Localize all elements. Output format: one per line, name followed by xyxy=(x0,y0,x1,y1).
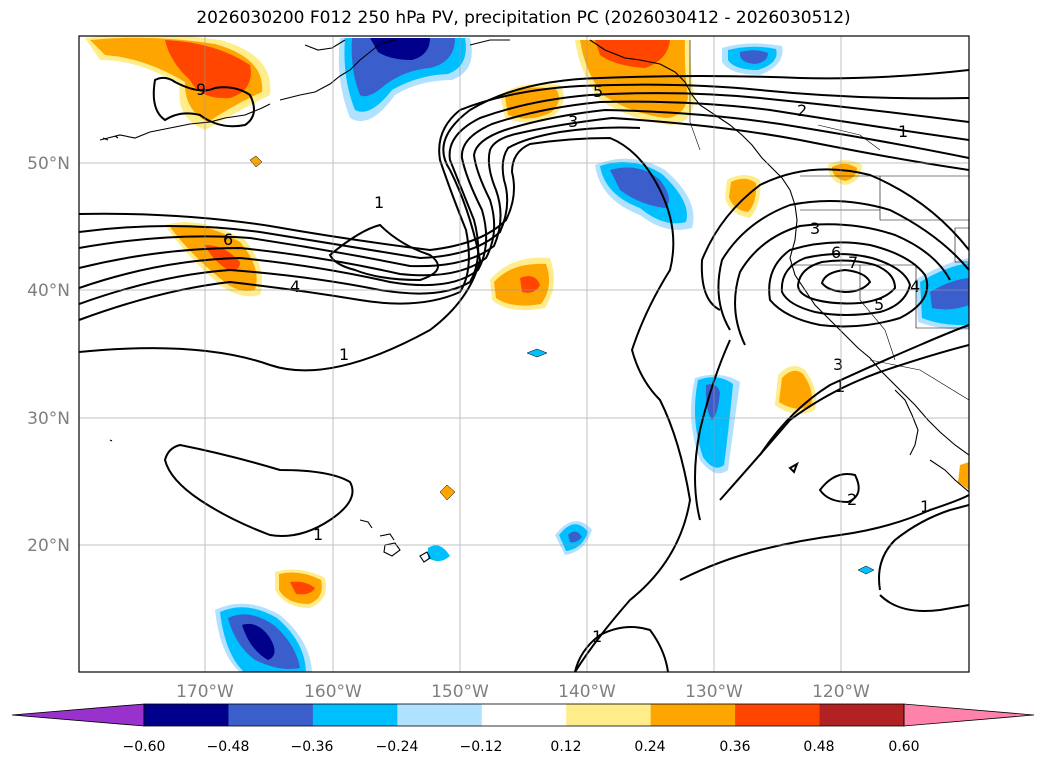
colorbar-segment xyxy=(735,704,821,726)
colorbar-tick-label: 0.36 xyxy=(719,739,750,755)
colorbar-tick-label: −0.36 xyxy=(291,739,334,755)
colorbar: −0.60 −0.48 −0.36 −0.24 −0.12 0.12 0.24 … xyxy=(11,703,1035,755)
lon-tick-label: 130°W xyxy=(685,682,743,702)
contour-label: 1 xyxy=(339,345,349,364)
map-frame xyxy=(78,35,970,673)
contour-label: 5 xyxy=(874,295,884,314)
contour-label: 2 xyxy=(797,101,807,120)
colorbar-tick-label: 0.60 xyxy=(888,739,919,755)
colorbar-segment xyxy=(312,704,398,726)
contour-label: 4 xyxy=(910,277,920,296)
contour-label: 1 xyxy=(898,122,908,141)
lat-tick-label: 40°N xyxy=(27,281,70,301)
colorbar-tick-label: 0.48 xyxy=(803,739,834,755)
colorbar-extend-high xyxy=(903,703,1035,727)
colorbar-tick-label: 0.24 xyxy=(634,739,665,755)
lon-tick-label: 150°W xyxy=(431,682,489,702)
map-title: 2026030200 F012 250 hPa PV, precipitatio… xyxy=(196,8,851,28)
colorbar-frame xyxy=(143,703,905,727)
pv-contours xyxy=(79,69,969,672)
precipitation-shading xyxy=(85,36,969,672)
colorbar-tick-label: 0.12 xyxy=(550,739,581,755)
colorbar-tick-labels: −0.60 −0.48 −0.36 −0.24 −0.12 0.12 0.24 … xyxy=(123,739,920,755)
colorbar-segment xyxy=(397,704,483,726)
contour-label: 3 xyxy=(833,355,843,374)
lon-tick-label: 170°W xyxy=(176,682,234,702)
contour-label: 6 xyxy=(223,230,233,249)
colorbar-segments xyxy=(11,703,1035,727)
colorbar-segment xyxy=(566,704,652,726)
longitude-labels: 170°W 160°W 150°W 140°W 130°W 120°W xyxy=(176,682,870,702)
contour-label: 9 xyxy=(196,80,206,99)
colorbar-segment xyxy=(481,704,567,726)
lon-tick-label: 160°W xyxy=(304,682,362,702)
lat-tick-label: 50°N xyxy=(27,154,70,174)
contour-label: 1 xyxy=(592,627,602,646)
gridlines xyxy=(79,36,969,672)
contour-label: 4 xyxy=(290,277,300,296)
latitude-labels: 50°N 40°N 30°N 20°N xyxy=(27,154,70,556)
contour-label: 5 xyxy=(593,82,603,101)
colorbar-tick-label: −0.48 xyxy=(207,739,250,755)
colorbar-extend-low xyxy=(11,703,145,727)
lat-tick-label: 20°N xyxy=(27,536,70,556)
colorbar-tick-label: −0.60 xyxy=(123,739,166,755)
colorbar-segment xyxy=(228,704,314,726)
contour-label: 3 xyxy=(568,112,578,131)
contour-label: 6 xyxy=(831,243,841,262)
map-panel: 9 5 2 1 3 1 6 4 3 6 7 5 4 1 3 1 2 1 1 1 xyxy=(78,35,970,673)
colorbar-segment xyxy=(819,704,905,726)
coastlines xyxy=(99,39,969,563)
contour-label: 1 xyxy=(835,377,845,396)
contour-label: 7 xyxy=(848,253,858,272)
contour-label: 1 xyxy=(374,193,384,212)
contour-label: 2 xyxy=(847,490,857,509)
contour-label: 1 xyxy=(920,497,930,516)
lat-tick-label: 30°N xyxy=(27,409,70,429)
contour-label: 3 xyxy=(810,219,820,238)
colorbar-tick-label: −0.24 xyxy=(376,739,419,755)
colorbar-segment xyxy=(144,704,229,726)
colorbar-tick-label: −0.12 xyxy=(460,739,503,755)
lon-tick-label: 120°W xyxy=(812,682,870,702)
contour-label: 1 xyxy=(313,525,323,544)
contour-labels: 9 5 2 1 3 1 6 4 3 6 7 5 4 1 3 1 2 1 1 1 xyxy=(196,80,930,646)
lon-tick-label: 140°W xyxy=(558,682,616,702)
colorbar-segment xyxy=(650,704,736,726)
